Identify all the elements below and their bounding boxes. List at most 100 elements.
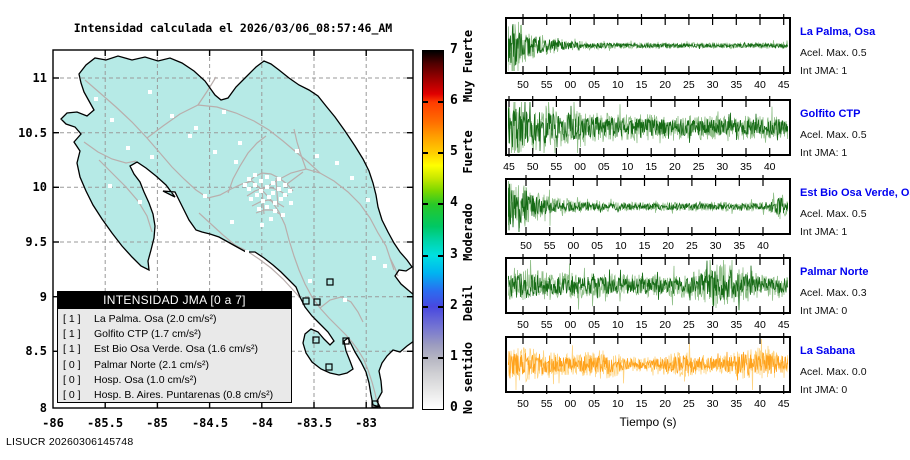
waveform-tick-label: 15: [638, 240, 651, 252]
station-jma: Int JMA: 1: [800, 147, 848, 159]
seismogram-panels: [505, 14, 791, 394]
waveform-tick-label: 50: [520, 240, 532, 252]
station-jma: Int JMA: 1: [800, 226, 848, 238]
waveform-tick-label: 15: [645, 161, 658, 173]
station-jma: Int JMA: 0: [800, 305, 848, 317]
waveform-tick-label: 05: [588, 79, 600, 91]
colorbar-tick: 3: [450, 247, 458, 262]
waveform-tick-label: 10: [621, 161, 634, 173]
legend-intensity-value: [ 0 ]: [63, 358, 81, 371]
waveform-tick-label: 45: [777, 319, 790, 331]
colorbar-category: Debil: [461, 284, 475, 322]
map-xtick: -86: [42, 416, 64, 430]
time-axis-labels: 50 55 00 05 10 15 20 25 30 35 40 45: [500, 398, 800, 411]
legend-station-label: Golfito CTP (1.7 cm/s²): [94, 328, 202, 341]
colorbar-tick-mark: [423, 203, 428, 206]
intensity-legend: INTENSIDAD JMA [0 a 7] [ 1 ] La Palma. Os…: [57, 291, 292, 403]
station-acel: Acel. Max. 0.3: [800, 287, 867, 299]
waveform-tick-label: 40: [763, 161, 776, 173]
map-xtick: -85.5: [86, 416, 124, 430]
station-name: La Sabana: [800, 345, 856, 357]
station-name: La Palma, Osa: [800, 26, 876, 38]
waveform-tick-label: 40: [754, 319, 766, 331]
legend-station-label: Hosp. B. Aires. Puntarenas (0.8 cm/s²): [94, 388, 274, 401]
map-ytick: 8.5: [25, 344, 47, 358]
map-ytick: 9.5: [25, 235, 47, 249]
legend-station-label: Hosp. Osa (1.0 cm/s²): [94, 373, 197, 386]
map-ytick: 8: [39, 401, 47, 415]
colorbar-tick-mark: [438, 254, 443, 257]
map-ytick: 10: [32, 180, 47, 194]
waveform-tick-label: 45: [777, 398, 790, 410]
time-axis-labels: 50 55 00 05 10 15 20 25 30 35 40 45: [500, 319, 800, 332]
waveform-tick-label: 00: [574, 161, 586, 173]
legend-intensity-value: [ 0 ]: [63, 388, 81, 401]
colorbar-tick-mark: [438, 101, 443, 104]
colorbar-tick: 6: [450, 93, 458, 108]
station-acel: Acel. Max. 0.5: [800, 47, 867, 59]
station-jma: Int JMA: 1: [800, 65, 848, 77]
waveform-tick-label: 50: [517, 79, 529, 91]
waveform-tick-label: 15: [635, 398, 648, 410]
waveform-tick-label: 25: [683, 398, 695, 410]
footer-id: LISUCR 20260306145748: [6, 436, 134, 448]
station-acel: Acel. Max. 0.5: [800, 208, 867, 220]
intensity-colorbar: [422, 50, 444, 410]
map-xtick: -83: [355, 416, 377, 430]
waveform-tick-label: 45: [503, 161, 515, 173]
waveform-tick-label: 05: [588, 398, 600, 410]
waveform-tick-label: 25: [692, 161, 705, 173]
waveform-tick-label: 30: [716, 161, 729, 173]
colorbar-tick: 1: [450, 349, 458, 364]
waveform-tick-label: 40: [757, 240, 769, 252]
station-name: Palmar Norte: [800, 266, 869, 278]
intensity-legend-title: INTENSIDAD JMA [0 a 7]: [58, 292, 291, 309]
colorbar-tick: 5: [450, 144, 458, 159]
legend-station-label: Est Bio Osa Verde. Osa (1.6 cm/s²): [94, 343, 258, 356]
waveform-tick-label: 30: [706, 79, 719, 91]
colorbar-category: No sentido: [461, 341, 475, 415]
waveform-tick-label: 10: [611, 398, 624, 410]
colorbar-category: Muy Fuerte: [461, 29, 475, 103]
waveform-tick-label: 15: [635, 79, 648, 91]
legend-station-label: Palmar Norte (2.1 cm/s²): [94, 358, 209, 371]
waveform-tick-label: 50: [517, 398, 529, 410]
legend-intensity-value: [ 0 ]: [63, 373, 81, 386]
colorbar-tick-mark: [438, 356, 443, 359]
waveform-tick-label: 55: [540, 398, 553, 410]
waveform-tick-label: 35: [730, 319, 743, 331]
waveform-tick-label: 15: [635, 319, 648, 331]
colorbar-tick: 2: [450, 298, 458, 313]
waveform-tick-label: 05: [588, 319, 600, 331]
waveform-tick-label: 05: [591, 240, 603, 252]
waveform-tick-label: 00: [564, 79, 577, 91]
waveform-tick-label: 20: [659, 319, 672, 331]
colorbar-tick-mark: [423, 254, 428, 257]
station-name: Golfito CTP: [800, 108, 861, 120]
waveform-tick-label: 55: [540, 319, 553, 331]
legend-station-label: La Palma. Osa (2.0 cm/s²): [94, 313, 217, 325]
map-ytick: 10.5: [18, 126, 47, 140]
map-xtick: -83.5: [295, 416, 333, 430]
intensity-legend-items: [ 1 ] La Palma. Osa (2.0 cm/s²) [ 1 ] Golf…: [58, 309, 291, 403]
colorbar-tick-mark: [423, 101, 428, 104]
waveform-tick-label: 50: [526, 161, 539, 173]
waveform-tick-label: 30: [709, 240, 722, 252]
station-acel: Acel. Max. 0.5: [800, 129, 867, 141]
station-name: Est Bio Osa Verde, Osa: [800, 187, 910, 199]
waveform-tick-label: 05: [597, 161, 610, 173]
colorbar-tick-mark: [423, 305, 428, 308]
waveform-tick-label: 50: [517, 319, 529, 331]
map-xtick: -84.5: [191, 416, 229, 430]
time-axis-labels: 50 55 00 05 10 15 20 25 30 35 40: [500, 240, 800, 253]
colorbar-tick: 0: [450, 400, 458, 415]
waveform-tick-label: 30: [706, 398, 719, 410]
waveform-tick-label: 35: [730, 79, 743, 91]
waveform-tick-label: 00: [567, 240, 580, 252]
waveform-tick-label: 55: [540, 79, 553, 91]
station-acel: Acel. Max. 0.0: [800, 366, 867, 378]
colorbar-category: Moderado: [461, 203, 475, 261]
waveform-tick-label: 10: [614, 240, 627, 252]
legend-row: [ 0 ] Palmar Norte (2.1 cm/s²): [63, 358, 286, 373]
legend-intensity-value: [ 1 ]: [63, 328, 81, 341]
